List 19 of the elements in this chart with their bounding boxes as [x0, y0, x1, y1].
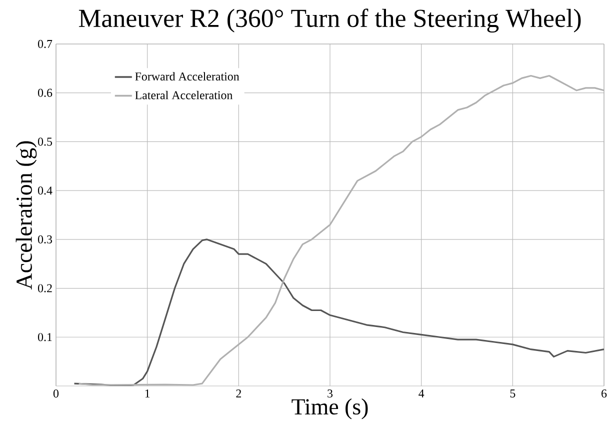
x-tick-label: 6 — [602, 390, 607, 398]
legend-label: Forward Acceleration — [135, 72, 240, 81]
legend-label: Lateral Acceleration — [135, 90, 233, 100]
x-tick-label: 3 — [328, 390, 333, 398]
x-tick-label: 4 — [418, 390, 424, 398]
y-axis-title: Acceleration (g) — [16, 141, 37, 290]
x-axis-title: Time (s) — [292, 398, 368, 420]
y-tick-label: 0.7 — [38, 40, 52, 48]
y-tick-label: 0.5 — [38, 138, 52, 146]
x-tick-label: 0 — [53, 390, 59, 398]
y-tick-label: 0.3 — [38, 235, 52, 244]
x-tick-label: 1 — [145, 390, 150, 398]
chart-title: Maneuver R2 (360° Turn of the Steering Wheel) — [78, 8, 581, 32]
y-tick-label: 0.2 — [38, 284, 52, 292]
y-tick-label: 0.6 — [38, 88, 52, 97]
y-tick-label: 0.1 — [38, 333, 52, 342]
x-tick-label: 2 — [236, 390, 241, 398]
x-tick-label: 5 — [510, 390, 516, 398]
y-tick-label: 0.4 — [38, 186, 52, 195]
